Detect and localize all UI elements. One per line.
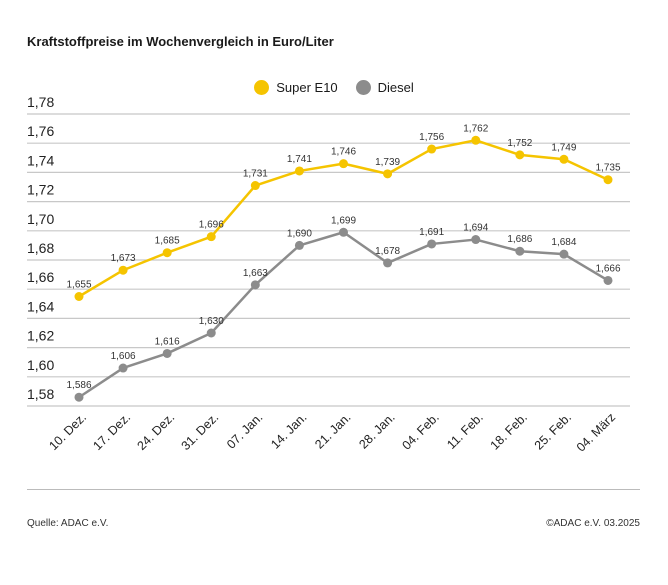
data-label-diesel: 1,699 — [331, 215, 356, 226]
data-label-diesel: 1,663 — [243, 268, 268, 279]
y-tick-label: 1,68 — [27, 240, 54, 256]
data-label-super-e10: 1,752 — [507, 138, 532, 149]
data-label-diesel: 1,686 — [507, 234, 532, 245]
data-label-diesel: 1,616 — [155, 336, 180, 347]
data-point-diesel — [603, 275, 613, 285]
data-label-super-e10: 1,735 — [595, 163, 620, 174]
chart-title: Kraftstoffpreise im Wochenvergleich in E… — [27, 34, 334, 49]
data-label-diesel: 1,606 — [111, 351, 136, 362]
data-point-super-e10 — [339, 159, 348, 169]
data-label-super-e10: 1,696 — [199, 220, 224, 231]
footer-divider — [27, 489, 640, 490]
data-point-super-e10 — [471, 135, 481, 145]
data-point-super-e10 — [559, 154, 569, 164]
data-label-super-e10: 1,731 — [243, 169, 268, 180]
data-point-super-e10 — [427, 144, 437, 154]
y-tick-label: 1,74 — [27, 152, 54, 168]
data-label-diesel: 1,630 — [199, 316, 224, 327]
data-label-super-e10: 1,741 — [287, 154, 312, 165]
data-point-diesel — [118, 363, 128, 373]
data-label-super-e10: 1,746 — [331, 147, 356, 158]
y-tick-label: 1,78 — [27, 94, 54, 110]
x-tick-label: 04. März — [574, 410, 618, 454]
data-label-super-e10: 1,749 — [551, 142, 576, 153]
data-point-diesel — [559, 249, 569, 259]
data-point-super-e10 — [206, 232, 216, 242]
x-tick-label: 25. Feb. — [532, 410, 574, 452]
data-point-super-e10 — [515, 150, 525, 160]
data-label-diesel: 1,690 — [287, 228, 312, 239]
data-point-diesel — [206, 328, 216, 338]
y-tick-label: 1,72 — [27, 182, 54, 198]
data-label-diesel: 1,694 — [463, 223, 488, 234]
y-tick-label: 1,62 — [27, 328, 54, 344]
data-point-diesel — [427, 239, 437, 249]
data-label-diesel: 1,678 — [375, 246, 400, 257]
x-tick-label: 17. Dez. — [90, 410, 133, 453]
x-tick-label: 04. Feb. — [399, 410, 441, 452]
data-label-super-e10: 1,685 — [155, 236, 180, 247]
x-tick-label: 24. Dez. — [134, 410, 177, 453]
data-label-super-e10: 1,673 — [111, 253, 136, 264]
copyright-note: ©ADAC e.V. 03.2025 — [546, 518, 640, 529]
data-point-diesel — [162, 348, 172, 358]
data-label-super-e10: 1,762 — [463, 123, 488, 134]
legend-marker-diesel — [355, 80, 371, 95]
data-point-super-e10 — [603, 175, 613, 185]
data-label-super-e10: 1,756 — [419, 132, 444, 143]
data-point-super-e10 — [74, 292, 84, 301]
x-tick-label: 21. Jan. — [312, 410, 353, 451]
data-label-diesel: 1,666 — [595, 263, 620, 274]
legend-item-super-e10: Super E10 — [254, 80, 338, 95]
legend-marker-super-e10 — [254, 80, 270, 95]
y-tick-label: 1,76 — [27, 123, 54, 139]
y-tick-label: 1,66 — [27, 269, 54, 285]
legend-item-diesel: Diesel — [355, 80, 414, 95]
data-point-super-e10 — [118, 265, 128, 275]
x-tick-label: 07. Jan. — [224, 410, 265, 451]
data-point-diesel — [471, 235, 481, 245]
data-point-super-e10 — [250, 181, 260, 191]
data-point-super-e10 — [162, 248, 172, 258]
data-point-diesel — [74, 392, 84, 402]
data-label-diesel: 1,684 — [551, 237, 576, 248]
legend-label-diesel: Diesel — [377, 80, 414, 95]
data-label-diesel: 1,586 — [66, 380, 91, 391]
source-note: Quelle: ADAC e.V. — [27, 518, 109, 529]
y-tick-label: 1,60 — [27, 357, 54, 373]
data-point-diesel — [250, 280, 260, 290]
data-point-diesel — [383, 258, 393, 268]
y-tick-label: 1,58 — [27, 386, 54, 402]
x-tick-label: 28. Jan. — [356, 410, 397, 451]
data-point-diesel — [339, 227, 348, 237]
data-point-super-e10 — [294, 166, 304, 176]
data-point-diesel — [294, 240, 304, 250]
data-label-super-e10: 1,655 — [66, 280, 91, 291]
y-tick-label: 1,70 — [27, 211, 54, 227]
data-label-super-e10: 1,739 — [375, 157, 400, 168]
y-tick-label: 1,64 — [27, 298, 54, 314]
legend: Super E10 Diesel — [0, 80, 668, 95]
legend-label-super-e10: Super E10 — [276, 80, 338, 95]
data-point-super-e10 — [383, 169, 393, 179]
x-tick-label: 10. Dez. — [46, 410, 89, 453]
data-label-diesel: 1,691 — [419, 227, 444, 238]
data-point-diesel — [515, 246, 525, 256]
x-tick-label: 14. Jan. — [268, 410, 309, 451]
x-tick-label: 18. Feb. — [488, 410, 530, 452]
x-tick-label: 31. Dez. — [179, 410, 222, 453]
x-tick-label: 11. Feb. — [444, 410, 486, 452]
